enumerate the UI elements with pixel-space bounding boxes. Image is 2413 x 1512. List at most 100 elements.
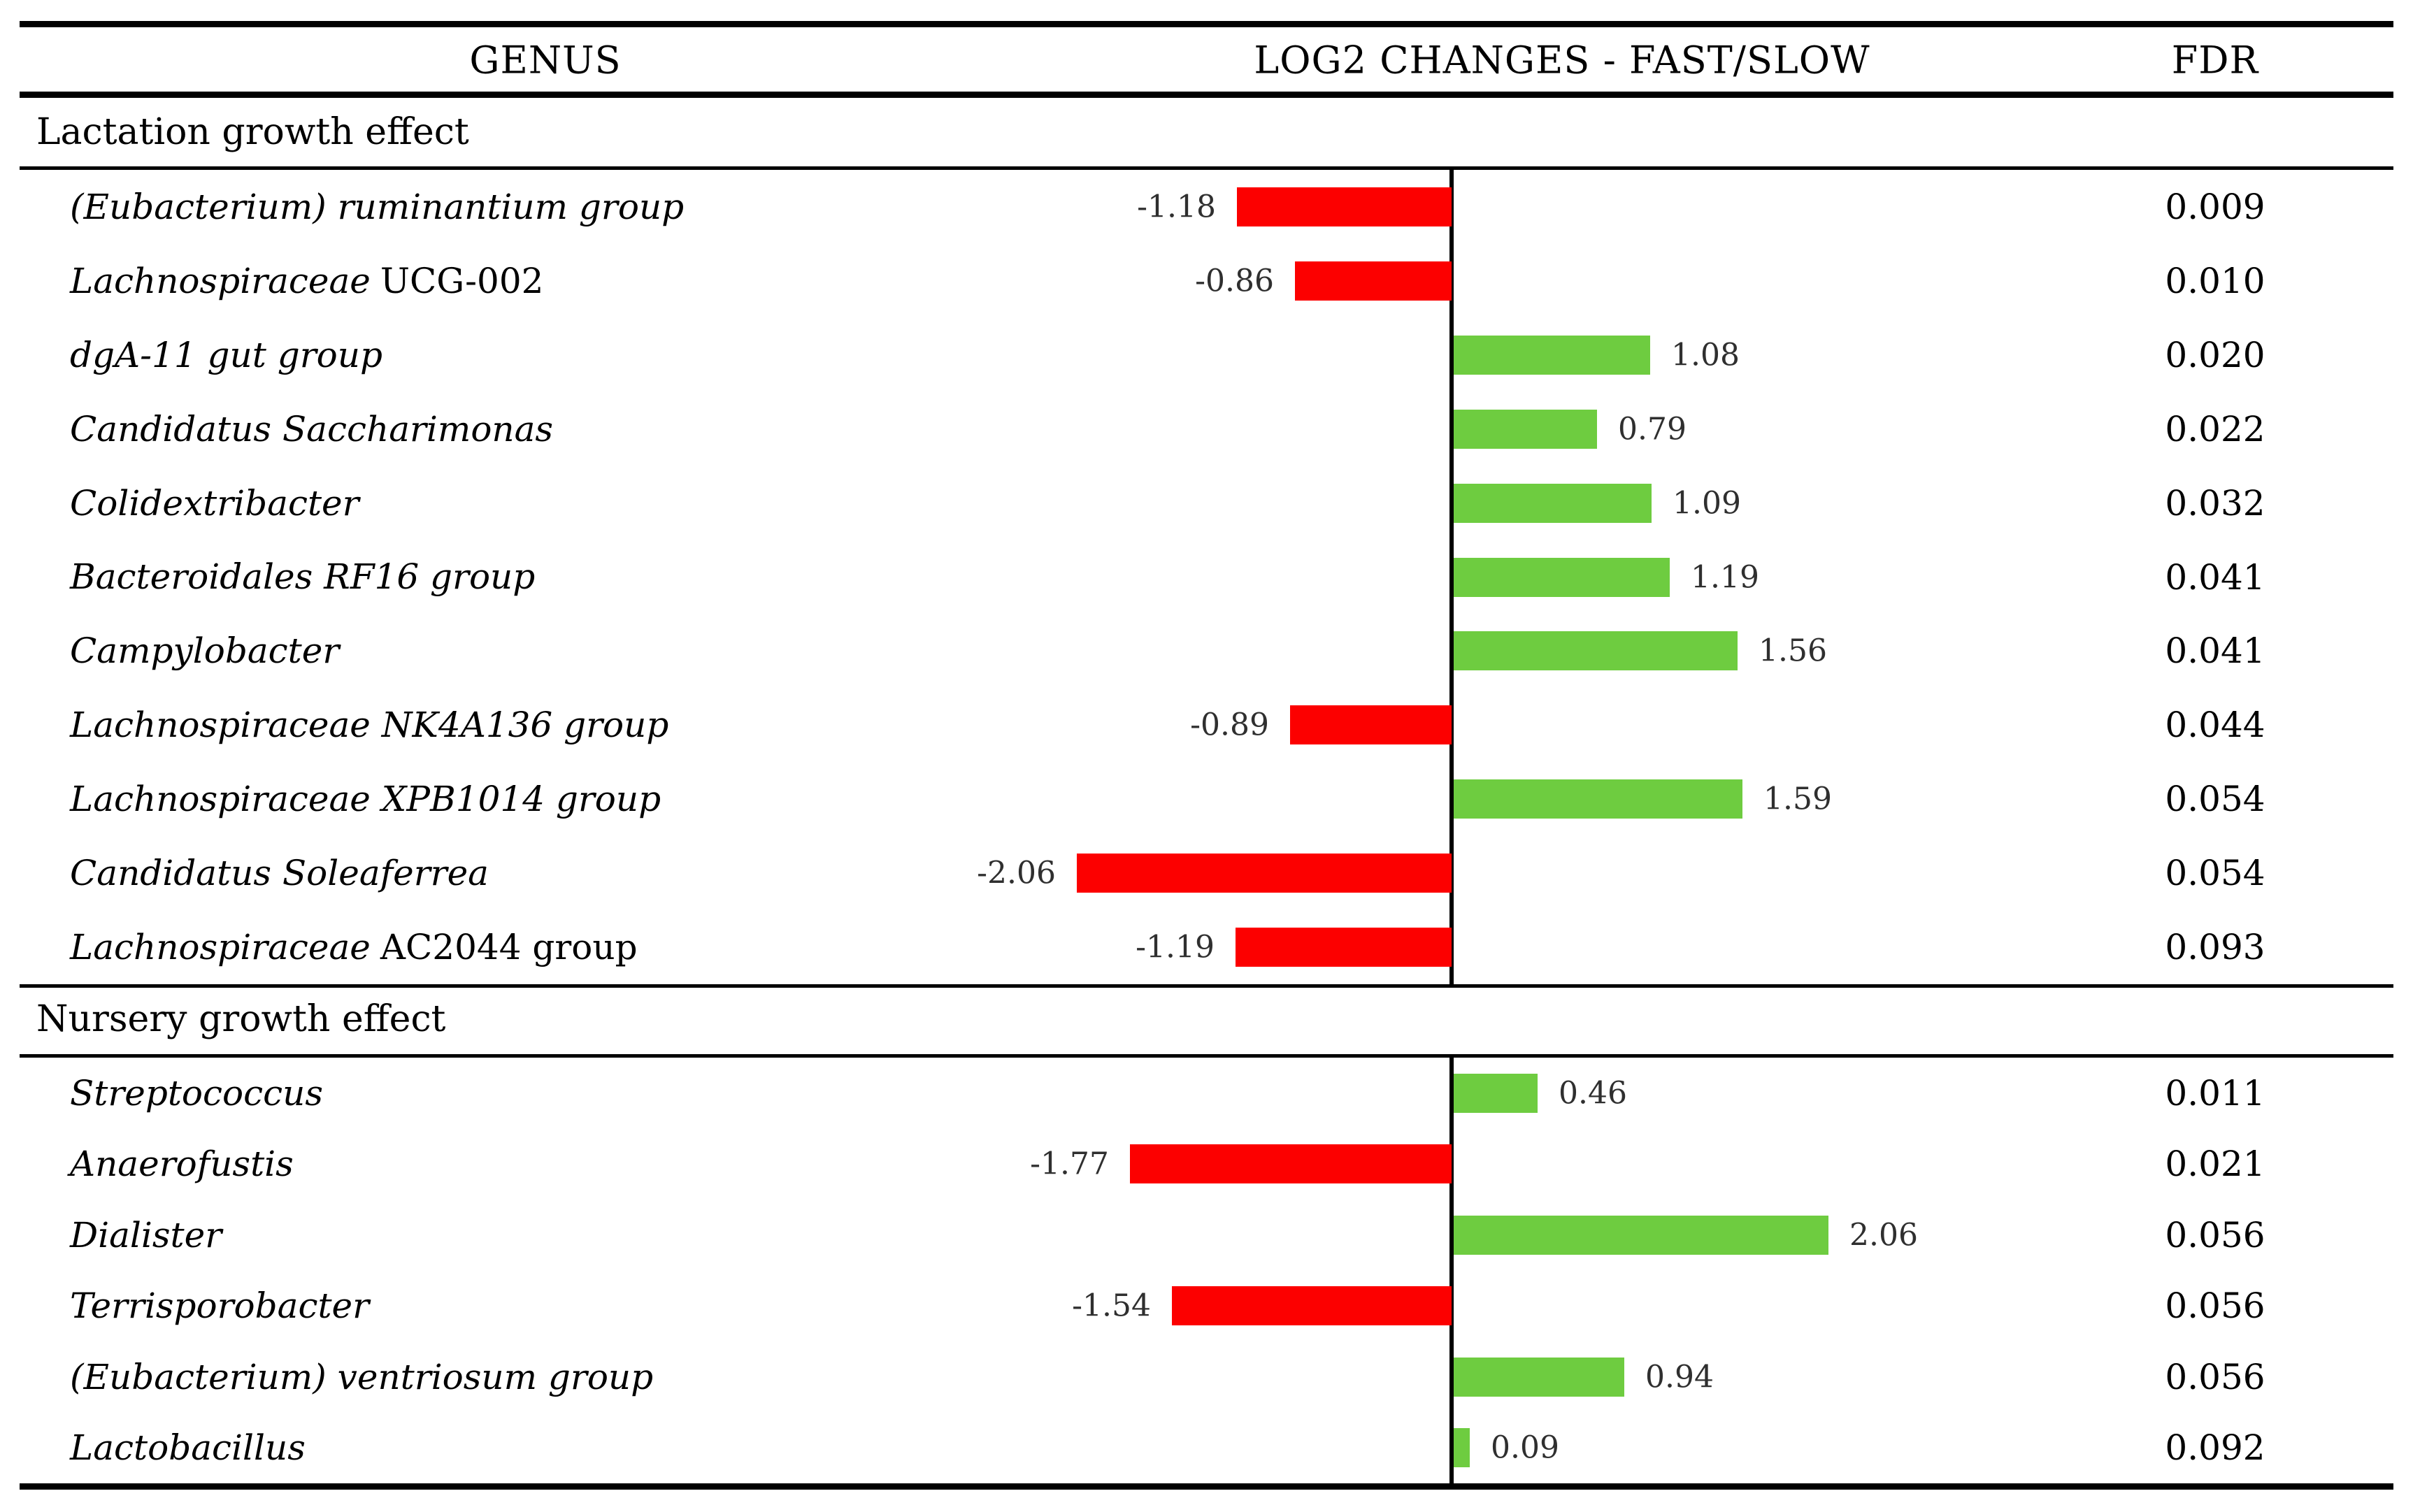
log2-bar-negative	[1295, 261, 1452, 301]
genus-label: Terrisporobacter	[70, 1271, 369, 1342]
log2-bar-positive	[1454, 779, 1742, 819]
log2-value-label: -0.89	[1190, 707, 1269, 743]
genus-label: Campylobacter	[70, 614, 339, 688]
section-title-lactation: Lactation growth effect	[36, 111, 469, 153]
log2-value-label: 0.46	[1559, 1075, 1627, 1111]
genus-label: (Eubacterium) ruminantium group	[70, 170, 684, 244]
genus-label: dgA-11 gut group	[70, 318, 382, 392]
fdr-value: 0.056	[2165, 1286, 2265, 1327]
log2-bar-positive	[1454, 1428, 1470, 1468]
genus-label: Dialister	[70, 1200, 222, 1271]
column-header-fdr: FDR	[2171, 38, 2259, 82]
genus-italic-text: Campylobacter	[70, 631, 340, 672]
genus-label: Streptococcus	[70, 1058, 323, 1129]
fdr-value: 0.092	[2165, 1427, 2265, 1469]
fdr-value: 0.054	[2165, 853, 2265, 894]
genus-roman-text: AC2044 group	[380, 927, 638, 968]
log2-bar-positive	[1454, 483, 1652, 523]
fdr-value: 0.054	[2165, 779, 2265, 820]
genus-italic-text: Lachnospiraceae XPB1014 group	[70, 779, 661, 820]
log2-bar-negative	[1236, 928, 1452, 967]
fdr-value: 0.056	[2165, 1214, 2265, 1255]
log2-bar-positive	[1454, 557, 1670, 597]
log2-bar-positive	[1454, 631, 1738, 671]
genus-roman-text: UCG-002	[380, 260, 544, 301]
genus-italic-text: Colidextribacter	[70, 482, 359, 524]
genus-italic-text: Lactobacillus	[70, 1427, 306, 1469]
log2-value-label: 1.08	[1671, 337, 1740, 373]
log2-value-label: -2.06	[977, 855, 1056, 891]
genus-italic-text: Lachnospiraceae	[70, 927, 371, 968]
genus-italic-text: Streptococcus	[70, 1072, 324, 1114]
fdr-value: 0.021	[2165, 1144, 2265, 1185]
genus-italic-text: Terrisporobacter	[70, 1286, 370, 1327]
genus-italic-text: (Eubacterium) ruminantium group	[70, 186, 685, 227]
fdr-value: 0.041	[2165, 631, 2265, 672]
genus-italic-text: Lachnospiraceae NK4A136 group	[70, 705, 669, 746]
genus-italic-text: Candidatus Soleaferrea	[70, 853, 489, 894]
rule-below-header	[20, 92, 2393, 98]
genus-italic-text: (Eubacterium) ventriosum group	[70, 1356, 654, 1397]
log2-bar-positive	[1454, 409, 1597, 449]
fdr-value: 0.011	[2165, 1072, 2265, 1114]
genus-label: Bacteroidales RF16 group	[70, 540, 535, 614]
fdr-value: 0.093	[2165, 927, 2265, 968]
log2-bar-negative	[1130, 1144, 1452, 1184]
fdr-value: 0.041	[2165, 556, 2265, 598]
column-header-log2-changes: LOG2 CHANGES - FAST/SLOW	[1254, 38, 1870, 82]
zero-axis-line-lactation	[1449, 170, 1454, 984]
fdr-value: 0.056	[2165, 1356, 2265, 1397]
genus-label: Lachnospiraceae AC2044 group	[70, 910, 638, 984]
fdr-value: 0.032	[2165, 482, 2265, 524]
genus-label: Lachnospiraceae XPB1014 group	[70, 762, 661, 836]
log2-value-label: -1.19	[1136, 929, 1215, 965]
genus-label: Anaerofustis	[70, 1129, 294, 1200]
log2-bar-negative	[1172, 1286, 1452, 1326]
log2-value-label: 1.19	[1691, 559, 1759, 595]
log2-value-label: 1.56	[1759, 633, 1827, 669]
fdr-value: 0.044	[2165, 705, 2265, 746]
rule-bottom	[20, 1483, 2393, 1490]
genus-label: Candidatus Soleaferrea	[70, 836, 489, 910]
log2-value-label: -0.86	[1195, 263, 1274, 299]
fdr-value: 0.020	[2165, 334, 2265, 375]
log2-bar-negative	[1237, 187, 1452, 226]
rule-below-section1-title	[20, 166, 2393, 170]
log2-bar-positive	[1454, 1073, 1538, 1113]
genus-italic-text: Dialister	[70, 1214, 222, 1255]
genus-label: Candidatus Saccharimonas	[70, 392, 553, 466]
log2-value-label: 0.79	[1618, 411, 1687, 447]
fdr-value: 0.010	[2165, 260, 2265, 301]
column-header-genus: GENUS	[469, 38, 622, 82]
log2-bar-positive	[1454, 1357, 1624, 1397]
genus-italic-text: dgA-11 gut group	[70, 334, 382, 375]
genus-italic-text: Bacteroidales RF16 group	[70, 556, 536, 598]
genus-italic-text: Lachnospiraceae	[70, 260, 371, 301]
fdr-value: 0.022	[2165, 408, 2265, 449]
log2-value-label: -1.18	[1137, 189, 1216, 225]
log2-bar-negative	[1290, 705, 1452, 745]
log2-bar-positive	[1454, 1215, 1828, 1255]
section-title-nursery: Nursery growth effect	[36, 998, 446, 1040]
log2-bar-negative	[1077, 854, 1452, 893]
log2-value-label: 1.59	[1763, 781, 1832, 817]
genus-label: Colidextribacter	[70, 466, 359, 540]
log2-value-label: 0.94	[1645, 1359, 1714, 1395]
log2-value-label: 2.06	[1849, 1217, 1918, 1253]
log2-value-label: 0.09	[1491, 1430, 1559, 1466]
rule-below-section2-title	[20, 1054, 2393, 1058]
genus-label: Lachnospiraceae NK4A136 group	[70, 688, 668, 762]
log2-value-label: -1.54	[1072, 1288, 1151, 1324]
log2-value-label: 1.09	[1673, 485, 1741, 521]
genus-italic-text: Anaerofustis	[70, 1144, 294, 1185]
genus-italic-text: Candidatus Saccharimonas	[70, 408, 554, 449]
genus-label: (Eubacterium) ventriosum group	[70, 1341, 653, 1413]
rule-top	[20, 21, 2393, 27]
log2-bar-positive	[1454, 335, 1650, 375]
rule-above-section2-title	[20, 984, 2393, 988]
fdr-value: 0.009	[2165, 186, 2265, 227]
zero-axis-line-nursery	[1449, 1058, 1454, 1483]
genus-label: Lactobacillus	[70, 1413, 306, 1484]
log2-value-label: -1.77	[1030, 1146, 1109, 1182]
